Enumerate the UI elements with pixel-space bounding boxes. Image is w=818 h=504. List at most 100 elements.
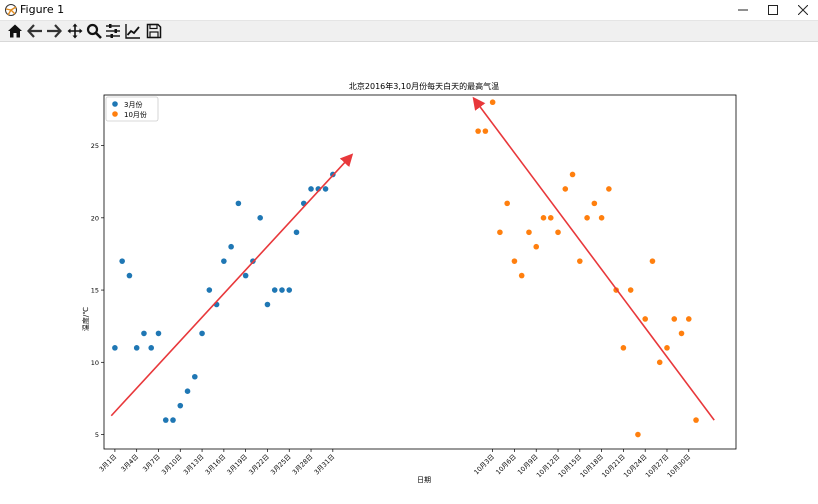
- october-data-point: [635, 431, 641, 438]
- y-tick-label: 5: [95, 431, 99, 439]
- october-data-point: [671, 316, 678, 322]
- legend-october-label: 10月份: [124, 110, 147, 119]
- x-tick-label: 3月10日: [160, 453, 184, 477]
- march-data-point: [177, 402, 184, 409]
- back-button[interactable]: [26, 22, 44, 40]
- march-data-point: [126, 272, 133, 279]
- x-axis-label: 日期: [417, 476, 431, 484]
- october-data-point: [656, 359, 663, 366]
- y-tick-label: 20: [91, 214, 99, 222]
- october-data-point: [685, 316, 692, 322]
- october-data-point: [504, 200, 510, 207]
- march-data-point: [242, 272, 249, 279]
- y-tick-label: 25: [91, 142, 99, 150]
- october-data-point: [591, 200, 598, 207]
- x-tick-label: 3月22日: [247, 453, 271, 477]
- y-axis-label: 温度/℃: [81, 307, 90, 331]
- october-data-point: [569, 171, 576, 178]
- figure-canvas[interactable]: 北京2016年3,10月份每天白天的最高气温 5 10 15 20 25 3月1日 3月4日…: [0, 42, 818, 500]
- october-data-point: [497, 229, 503, 236]
- subplots-icon: [106, 24, 120, 38]
- title-bar: Figure 1: [0, 0, 818, 21]
- march-data-point: [170, 417, 176, 423]
- plot-frame: [103, 94, 737, 450]
- forward-arrow-icon: [47, 24, 62, 38]
- x-tick-label: 3月31日: [313, 453, 337, 477]
- october-data-point: [606, 186, 612, 192]
- x-tick-label: 3月4日: [119, 453, 140, 474]
- x-tick-label: 10月30日: [666, 453, 693, 480]
- march-data-point: [133, 345, 140, 351]
- y-tick-label: 10: [91, 359, 99, 367]
- x-tick-label: 3月16日: [204, 453, 228, 477]
- october-data-point: [627, 287, 634, 293]
- legend: 3月份 10月份: [105, 96, 159, 122]
- october-data-point: [547, 215, 554, 221]
- march-data-point: [141, 330, 147, 337]
- october-data-point: [678, 330, 685, 337]
- march-data-point: [264, 301, 271, 308]
- x-tick-label: 10月6日: [494, 453, 518, 477]
- x-tick-label: 3月19日: [225, 453, 249, 477]
- march-data-point: [206, 287, 213, 293]
- zoom-button[interactable]: [85, 22, 103, 40]
- october-data-point: [518, 272, 525, 279]
- march-data-point: [119, 258, 125, 264]
- maximize-button[interactable]: [758, 0, 788, 20]
- close-icon: [798, 5, 808, 15]
- october-data-point: [620, 345, 627, 351]
- legend-march-marker: [112, 101, 118, 107]
- october-data-point: [526, 229, 532, 236]
- october-data-point: [555, 229, 561, 236]
- october-data-point: [642, 316, 648, 322]
- march-data-point: [271, 287, 278, 293]
- march-data-point: [155, 330, 162, 337]
- march-data-point: [322, 186, 329, 192]
- x-tick-label: 3月25日: [269, 453, 293, 477]
- october-data-point: [489, 99, 496, 106]
- minimize-button[interactable]: [728, 0, 758, 20]
- close-button[interactable]: [788, 0, 818, 20]
- x-tick-label: 10月3日: [472, 453, 496, 477]
- x-tick-label: 3月28日: [291, 453, 315, 477]
- october-data-point: [562, 186, 569, 192]
- rising-trend-arrow: [110, 153, 354, 417]
- window-title: Figure 1: [20, 3, 65, 16]
- march-data-point: [293, 229, 300, 236]
- edit-axis-button[interactable]: [124, 22, 142, 40]
- scatter-chart: 北京2016年3,10月份每天白天的最高气温 5 10 15 20 25 3月1日 3月4日…: [81, 81, 737, 484]
- save-figure-button[interactable]: [145, 22, 163, 40]
- march-data-point: [192, 373, 198, 380]
- forward-button[interactable]: [45, 22, 63, 40]
- legend-march-label: 3月份: [124, 100, 142, 109]
- home-icon: [8, 24, 22, 38]
- march-data-point: [257, 215, 263, 221]
- legend-box: [105, 96, 159, 122]
- march-data-point: [308, 186, 314, 192]
- october-data-point: [577, 258, 583, 264]
- october-data-point: [475, 128, 481, 134]
- save-icon: [146, 23, 162, 39]
- march-data-point: [184, 388, 191, 395]
- home-button[interactable]: [6, 22, 24, 40]
- october-data-point: [584, 215, 590, 221]
- back-arrow-icon: [27, 24, 42, 38]
- subplots-button[interactable]: [104, 22, 122, 40]
- march-data-point: [148, 345, 155, 351]
- maximize-icon: [768, 5, 778, 15]
- march-data-point: [228, 243, 234, 250]
- october-data-point: [533, 243, 540, 250]
- edit-axis-icon: [125, 24, 140, 39]
- october-data-point: [540, 215, 547, 221]
- october-data-point: [664, 345, 670, 351]
- x-tick-label: 3月7日: [141, 453, 162, 474]
- march-data-point: [199, 330, 205, 337]
- pan-button[interactable]: [66, 22, 84, 40]
- falling-trend-arrow: [472, 96, 715, 421]
- october-data-point: [693, 417, 699, 423]
- march-data-point: [279, 287, 285, 293]
- chart-title: 北京2016年3,10月份每天白天的最高气温: [349, 81, 499, 91]
- pan-icon: [67, 23, 83, 39]
- march-data-point: [162, 417, 169, 423]
- x-tick-label: 3月1日: [98, 453, 119, 474]
